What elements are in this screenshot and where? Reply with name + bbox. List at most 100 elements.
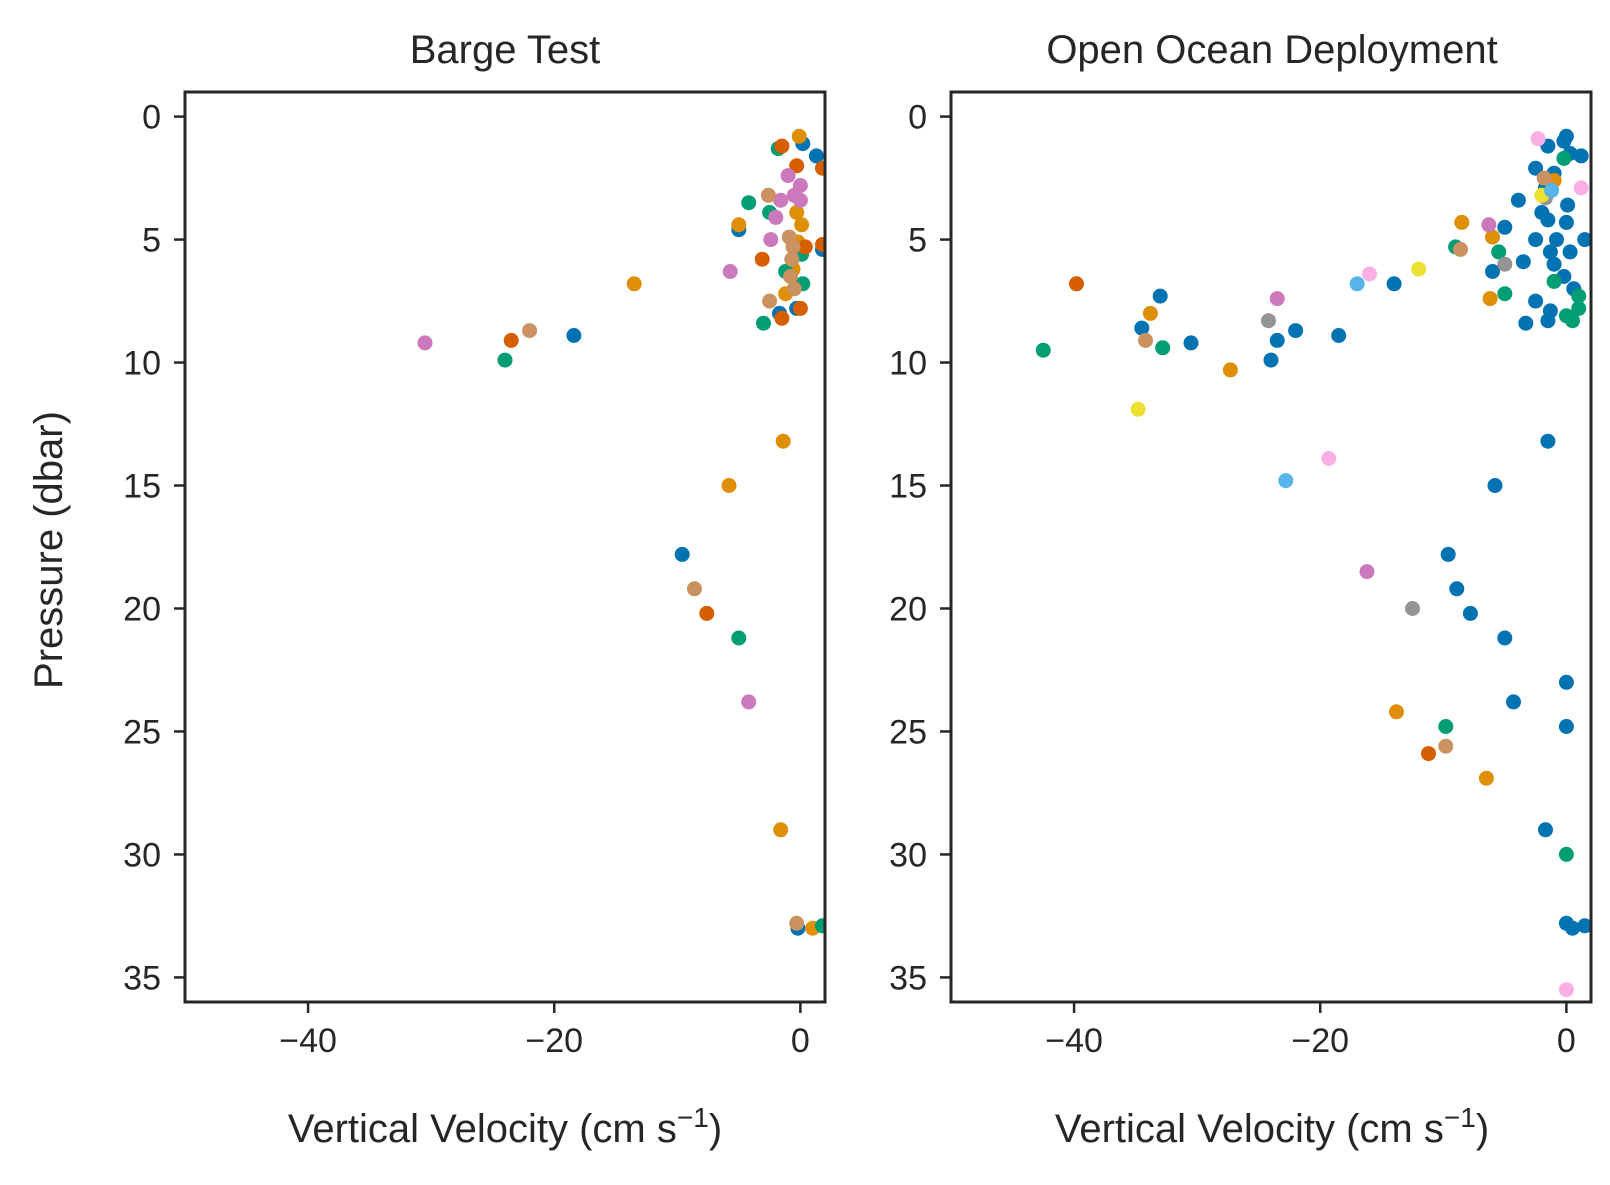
data-point bbox=[1269, 291, 1285, 307]
data-point bbox=[1449, 581, 1465, 597]
y-tick-label: 15 bbox=[889, 468, 927, 506]
data-point bbox=[1518, 315, 1534, 331]
y-tick-label: 10 bbox=[889, 345, 927, 383]
data-point bbox=[1556, 133, 1572, 149]
data-point bbox=[1573, 180, 1589, 196]
data-point bbox=[1478, 770, 1494, 786]
data-point bbox=[699, 605, 715, 621]
y-tick-label: 5 bbox=[908, 222, 927, 260]
data-point bbox=[1497, 286, 1513, 302]
data-point bbox=[1389, 704, 1404, 720]
data-point bbox=[1138, 332, 1153, 348]
data-point bbox=[731, 217, 747, 233]
data-point bbox=[789, 205, 805, 220]
y-tick-label: 0 bbox=[908, 99, 927, 137]
y-tick-label: 15 bbox=[123, 468, 161, 506]
data-point bbox=[774, 310, 790, 326]
data-point bbox=[1269, 332, 1285, 348]
y-tick-label: 25 bbox=[889, 713, 927, 751]
data-point bbox=[1491, 244, 1507, 260]
data-point bbox=[1577, 918, 1591, 934]
data-point bbox=[1540, 433, 1556, 449]
data-point bbox=[1183, 335, 1199, 351]
data-point bbox=[1577, 232, 1591, 248]
data-point bbox=[760, 187, 776, 203]
data-point bbox=[626, 276, 642, 292]
data-point bbox=[1453, 241, 1468, 257]
data-point bbox=[1558, 214, 1574, 230]
data-point bbox=[1438, 719, 1454, 734]
data-point bbox=[1485, 229, 1500, 245]
data-point bbox=[1155, 340, 1171, 356]
data-point bbox=[1481, 217, 1497, 233]
data-point bbox=[1142, 305, 1158, 321]
data-point bbox=[1544, 182, 1560, 198]
data-point bbox=[1571, 300, 1587, 316]
y-tick-label: 25 bbox=[123, 713, 161, 751]
data-point bbox=[1411, 261, 1427, 277]
data-point bbox=[763, 232, 779, 248]
y-tick-label: 20 bbox=[123, 590, 161, 628]
data-point bbox=[1222, 362, 1238, 378]
data-point bbox=[797, 239, 813, 255]
data-point bbox=[1542, 244, 1558, 260]
data-point bbox=[1565, 313, 1580, 329]
data-point bbox=[722, 264, 738, 279]
plot-frame bbox=[183, 90, 827, 1004]
data-point bbox=[768, 209, 784, 225]
data-point bbox=[1321, 451, 1337, 466]
data-point bbox=[785, 239, 801, 255]
data-point bbox=[756, 315, 771, 331]
markers-group bbox=[417, 128, 825, 936]
data-point bbox=[774, 138, 790, 154]
data-point bbox=[1386, 276, 1402, 292]
data-point bbox=[1263, 352, 1279, 368]
data-point bbox=[1558, 982, 1574, 998]
data-point bbox=[1359, 564, 1375, 580]
data-point bbox=[762, 293, 778, 309]
data-point bbox=[731, 630, 747, 646]
data-point bbox=[1497, 630, 1513, 646]
y-tick-label: 5 bbox=[142, 222, 161, 260]
data-point bbox=[1510, 192, 1526, 208]
data-point bbox=[784, 251, 800, 267]
data-point bbox=[1540, 212, 1556, 228]
data-point bbox=[1405, 601, 1420, 616]
data-point bbox=[1454, 214, 1470, 230]
x-axis-title-main: Vertical Velocity (cm s bbox=[1055, 1107, 1444, 1151]
y-tick-label: 10 bbox=[123, 345, 161, 383]
plot-frame bbox=[949, 90, 1593, 1004]
y-tick-label: 30 bbox=[123, 836, 161, 874]
data-point bbox=[815, 918, 825, 934]
plot-area: −40 −20 0 0 5 10 15 20 25 30 35 bbox=[123, 90, 827, 1060]
data-point bbox=[1571, 288, 1587, 304]
data-point bbox=[815, 160, 825, 176]
data-point bbox=[1069, 276, 1084, 292]
panel-open-ocean-deployment: Open Ocean Deployment Vertical Velocity … bbox=[889, 28, 1593, 1152]
data-point bbox=[741, 694, 757, 710]
data-point bbox=[789, 158, 805, 174]
data-point bbox=[792, 300, 808, 316]
data-point bbox=[1528, 232, 1544, 248]
data-point bbox=[417, 335, 433, 351]
x-axis-title-tail: ) bbox=[709, 1107, 722, 1151]
x-tick-label: −40 bbox=[279, 1022, 337, 1060]
x-tick-label: −20 bbox=[1291, 1022, 1349, 1060]
data-point bbox=[503, 332, 519, 348]
data-point bbox=[775, 433, 791, 449]
data-point bbox=[1538, 822, 1553, 838]
data-point bbox=[1261, 313, 1276, 329]
data-point bbox=[687, 581, 702, 597]
x-axis-title: Vertical Velocity (cm s−1) bbox=[1055, 1102, 1489, 1152]
data-point bbox=[786, 281, 802, 297]
data-point bbox=[1485, 264, 1500, 279]
data-point bbox=[1035, 342, 1051, 358]
data-point bbox=[1462, 605, 1478, 621]
data-point bbox=[773, 822, 789, 838]
data-point bbox=[1528, 160, 1544, 176]
data-point bbox=[1438, 738, 1454, 754]
data-point bbox=[1549, 232, 1564, 248]
data-point bbox=[1558, 719, 1574, 734]
data-point bbox=[1565, 920, 1580, 936]
x-axis-title: Vertical Velocity (cm s−1) bbox=[288, 1102, 722, 1152]
